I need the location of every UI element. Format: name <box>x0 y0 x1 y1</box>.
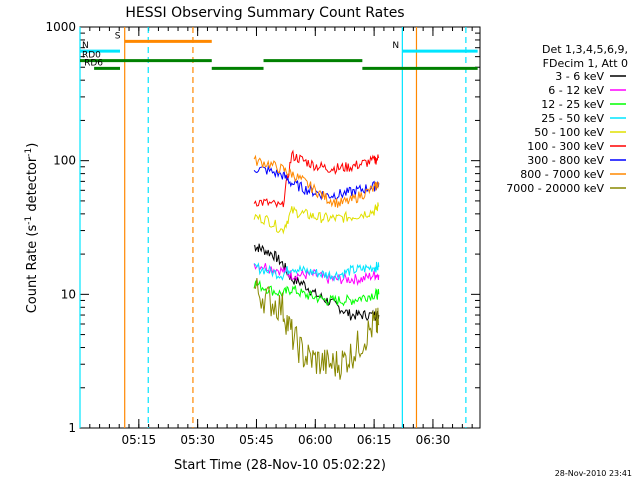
x-tick-label: 05:30 <box>180 433 215 447</box>
x-axis-label: Start Time (28-Nov-10 05:02:22) <box>174 458 386 473</box>
series-line <box>253 149 380 209</box>
series-line <box>253 243 380 322</box>
y-axis-label-sup2: -1 <box>24 148 34 157</box>
legend-entry-label: 6 - 12 keV <box>548 84 604 97</box>
legend-entry-label: 50 - 100 keV <box>534 126 604 139</box>
x-tick-label: 06:15 <box>357 433 392 447</box>
legend-entry-label: 25 - 50 keV <box>541 112 604 125</box>
legend-entry-label: 12 - 25 keV <box>541 98 604 111</box>
x-tick-label: 05:45 <box>239 433 274 447</box>
series-line <box>253 202 380 235</box>
legend-entry-label: 100 - 300 keV <box>527 140 604 153</box>
y-tick-label: 1000 <box>45 20 76 34</box>
y-tick-label: 100 <box>53 154 76 168</box>
legend-entry-label: 300 - 800 keV <box>527 154 604 167</box>
plot-frame <box>79 26 481 429</box>
legend-header: Det 1,3,4,5,6,9, <box>542 43 628 56</box>
series-line <box>253 154 380 208</box>
mode-bar-label: RD6 <box>84 58 103 68</box>
legend: Det 1,3,4,5,6,9,FDecim 1, Att 03 - 6 keV… <box>506 43 628 195</box>
legend-entry-label: 800 - 7000 keV <box>520 168 604 181</box>
y-axis-label-end: ) <box>25 143 40 148</box>
legend-entry-label: 7000 - 20000 keV <box>506 182 604 195</box>
mode-bar-label: S <box>115 31 121 41</box>
series-line <box>253 263 380 287</box>
y-axis-label-sup1: -1 <box>24 216 34 225</box>
plot-area: 1 10 100 1000 05:15 05:30 05:45 06:00 06:15 06:30… <box>45 20 481 447</box>
series-line <box>253 261 380 282</box>
y-axis-label-mid: detector <box>25 156 40 216</box>
mode-bar-label: N <box>392 41 399 51</box>
legend-header: FDecim 1, Att 0 <box>543 57 628 70</box>
footer-timestamp: 28-Nov-2010 23:41 <box>555 469 632 478</box>
y-axis-label: Count Rate (s-1 detector-1) <box>24 143 40 314</box>
legend-entry-label: 3 - 6 keV <box>555 70 604 83</box>
mode-bar-label: N <box>82 41 89 51</box>
series-line <box>253 165 380 201</box>
mode-bar-label: RD0 <box>82 51 101 61</box>
y-tick-label: 1 <box>68 421 76 435</box>
x-tick-label: 06:30 <box>416 433 451 447</box>
y-tick-label: 10 <box>61 287 76 301</box>
series-line <box>253 278 380 380</box>
y-axis-label-main: Count Rate (s <box>25 225 40 314</box>
chart-title: HESSI Observing Summary Count Rates <box>125 5 404 21</box>
x-tick-label: 05:15 <box>122 433 157 447</box>
series-line <box>253 279 380 307</box>
x-tick-label: 06:00 <box>298 433 333 447</box>
